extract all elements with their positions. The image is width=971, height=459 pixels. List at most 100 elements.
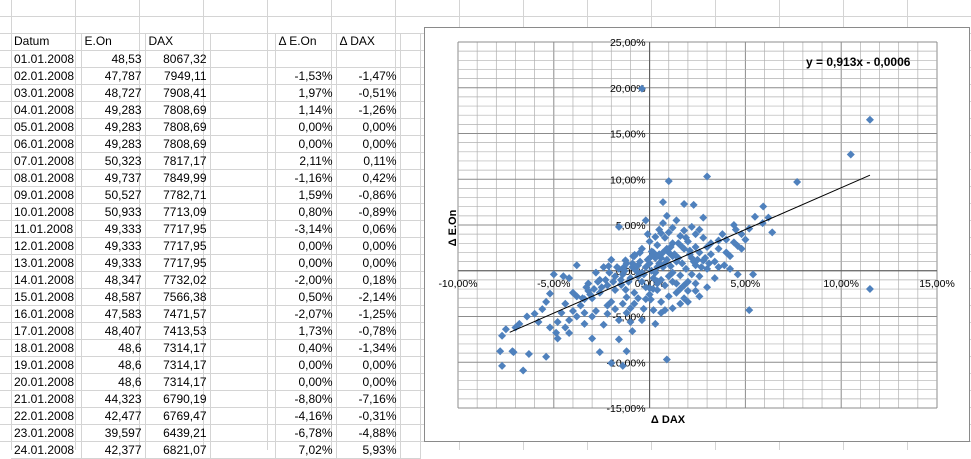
- table-cell[interactable]: 6790,19: [145, 390, 211, 408]
- data-point[interactable]: [630, 288, 639, 297]
- header-cell[interactable]: E.On: [81, 33, 146, 51]
- table-cell[interactable]: 50,323: [81, 152, 146, 170]
- table-cell[interactable]: 48,347: [81, 271, 146, 289]
- table-cell[interactable]: [210, 339, 276, 357]
- table-cell[interactable]: 17.01.2008: [11, 322, 82, 340]
- table-cell[interactable]: 0,00%: [275, 118, 337, 136]
- data-point[interactable]: [626, 304, 635, 313]
- table-cell[interactable]: 0,00%: [275, 254, 337, 272]
- table-cell[interactable]: -1,16%: [275, 169, 337, 187]
- data-point[interactable]: [703, 283, 712, 292]
- data-point[interactable]: [714, 244, 723, 253]
- data-point[interactable]: [545, 289, 554, 298]
- table-cell[interactable]: 49,333: [81, 237, 146, 255]
- data-point[interactable]: [565, 274, 574, 283]
- empty-cell[interactable]: [400, 101, 421, 119]
- empty-cell[interactable]: [400, 169, 421, 187]
- table-cell[interactable]: 44,323: [81, 390, 146, 408]
- data-point[interactable]: [622, 293, 631, 302]
- data-point[interactable]: [622, 308, 631, 317]
- data-point[interactable]: [618, 299, 627, 308]
- data-point[interactable]: [653, 279, 662, 288]
- data-point[interactable]: [750, 212, 759, 221]
- data-point[interactable]: [672, 288, 681, 297]
- table-cell[interactable]: 0,40%: [275, 339, 337, 357]
- data-point[interactable]: [519, 366, 528, 375]
- table-cell[interactable]: 7717,95: [145, 220, 211, 238]
- data-point[interactable]: [498, 331, 507, 340]
- data-point[interactable]: [865, 285, 874, 294]
- table-cell[interactable]: [210, 424, 276, 442]
- table-cell[interactable]: 02.01.2008: [11, 67, 82, 85]
- data-point[interactable]: [549, 270, 558, 279]
- table-cell[interactable]: -8,80%: [275, 390, 337, 408]
- empty-cell[interactable]: [400, 424, 421, 442]
- data-point[interactable]: [668, 239, 677, 248]
- table-cell[interactable]: 50,527: [81, 186, 146, 204]
- data-point[interactable]: [582, 283, 591, 292]
- data-point[interactable]: [672, 257, 681, 266]
- table-cell[interactable]: [210, 67, 276, 85]
- data-point[interactable]: [714, 263, 723, 272]
- table-cell[interactable]: [275, 50, 337, 68]
- data-point[interactable]: [580, 319, 589, 328]
- table-cell[interactable]: 1,97%: [275, 84, 337, 102]
- table-cell[interactable]: [210, 373, 276, 391]
- data-point[interactable]: [695, 225, 704, 234]
- data-point[interactable]: [655, 225, 664, 234]
- data-point[interactable]: [604, 262, 613, 271]
- table-cell[interactable]: 7808,69: [145, 118, 211, 136]
- data-point[interactable]: [737, 244, 746, 253]
- data-point[interactable]: [680, 226, 689, 235]
- table-cell[interactable]: -0,89%: [336, 203, 401, 221]
- data-point[interactable]: [662, 211, 671, 220]
- data-point[interactable]: [726, 252, 735, 261]
- header-cell[interactable]: [210, 33, 276, 51]
- table-cell[interactable]: 50,933: [81, 203, 146, 221]
- data-point[interactable]: [632, 266, 641, 275]
- table-cell[interactable]: 7949,11: [145, 67, 211, 85]
- data-point[interactable]: [565, 316, 574, 325]
- data-point[interactable]: [599, 263, 608, 272]
- data-point[interactable]: [616, 275, 625, 284]
- data-point[interactable]: [662, 355, 671, 364]
- data-point[interactable]: [588, 312, 597, 321]
- table-cell[interactable]: -0,78%: [336, 322, 401, 340]
- table-cell[interactable]: 7713,09: [145, 203, 211, 221]
- table-cell[interactable]: 0,00%: [336, 254, 401, 272]
- data-point[interactable]: [580, 308, 589, 317]
- data-point[interactable]: [699, 233, 708, 242]
- data-point[interactable]: [647, 252, 656, 261]
- table-cell[interactable]: 0,00%: [275, 237, 337, 255]
- data-point[interactable]: [595, 348, 604, 357]
- data-point[interactable]: [676, 285, 685, 294]
- table-cell[interactable]: 49,283: [81, 135, 146, 153]
- table-cell[interactable]: 11.01.2008: [11, 220, 82, 238]
- data-point[interactable]: [599, 320, 608, 329]
- table-cell[interactable]: [210, 50, 276, 68]
- header-cell[interactable]: Δ DAX: [336, 33, 401, 51]
- table-cell[interactable]: 7314,17: [145, 356, 211, 374]
- table-cell[interactable]: -0,31%: [336, 407, 401, 425]
- table-cell[interactable]: 06.01.2008: [11, 135, 82, 153]
- table-cell[interactable]: 0,00%: [275, 356, 337, 374]
- data-point[interactable]: [683, 277, 692, 286]
- data-point[interactable]: [678, 259, 687, 268]
- data-point[interactable]: [749, 270, 758, 279]
- data-point[interactable]: [793, 177, 802, 186]
- table-cell[interactable]: 48,53: [81, 50, 146, 68]
- data-point[interactable]: [758, 219, 767, 228]
- data-point[interactable]: [659, 198, 668, 207]
- table-cell[interactable]: 1,59%: [275, 186, 337, 204]
- data-point[interactable]: [545, 323, 554, 332]
- data-point[interactable]: [530, 309, 539, 318]
- empty-cell[interactable]: [400, 237, 421, 255]
- table-cell[interactable]: 13.01.2008: [11, 254, 82, 272]
- table-cell[interactable]: [210, 390, 276, 408]
- table-cell[interactable]: 0,00%: [336, 135, 401, 153]
- table-cell[interactable]: 0,11%: [336, 152, 401, 170]
- table-cell[interactable]: 7817,17: [145, 152, 211, 170]
- data-point[interactable]: [651, 268, 660, 277]
- table-cell[interactable]: 08.01.2008: [11, 169, 82, 187]
